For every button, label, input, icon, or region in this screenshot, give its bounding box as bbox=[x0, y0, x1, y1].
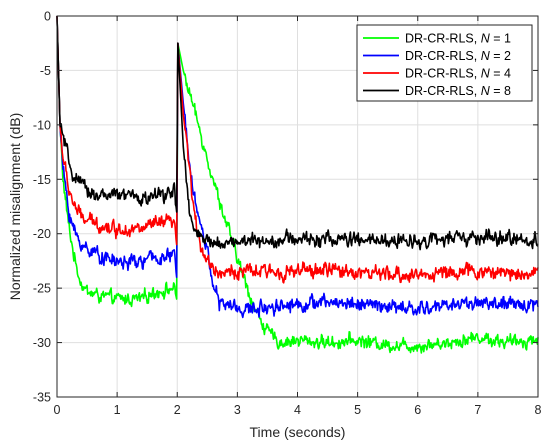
series-line-1 bbox=[56, 15, 539, 354]
x-axis-label: Time (seconds) bbox=[250, 424, 346, 440]
x-tick-label: 4 bbox=[294, 403, 301, 417]
x-tick-label: 3 bbox=[234, 403, 241, 417]
legend-entry-2: DR-CR-RLS, N = 2 bbox=[405, 49, 511, 63]
x-tick-label: 2 bbox=[174, 403, 181, 417]
axis-ticks: 0 1 2 3 4 5 6 7 8 0 -5 -10 -15 -20 -25 -30 -35 bbox=[33, 10, 542, 418]
y-tick-label: -30 bbox=[33, 336, 51, 350]
x-tick-label: 7 bbox=[474, 403, 481, 417]
legend-entry-4: DR-CR-RLS, N = 8 bbox=[405, 84, 511, 98]
legend-entry-3: DR-CR-RLS, N = 4 bbox=[405, 67, 511, 81]
legend-entry-1: DR-CR-RLS, N = 1 bbox=[405, 32, 511, 46]
series-line-4 bbox=[56, 15, 539, 251]
y-tick-label: -35 bbox=[33, 391, 51, 405]
y-tick-label: -5 bbox=[40, 64, 51, 78]
x-tick-label: 8 bbox=[535, 403, 542, 417]
y-tick-label: 0 bbox=[44, 10, 51, 24]
series-line-2 bbox=[56, 15, 539, 319]
y-tick-label: -15 bbox=[33, 173, 51, 187]
y-tick-label: -10 bbox=[33, 118, 51, 132]
x-tick-label: 5 bbox=[354, 403, 361, 417]
series-line-3 bbox=[56, 15, 539, 284]
x-tick-label: 1 bbox=[114, 403, 121, 417]
y-tick-label: -20 bbox=[33, 227, 51, 241]
x-tick-label: 0 bbox=[54, 403, 61, 417]
y-tick-label: -25 bbox=[33, 282, 51, 296]
series-layer bbox=[56, 15, 539, 354]
x-tick-label: 6 bbox=[414, 403, 421, 417]
legend: DR-CR-RLS, N = 1 DR-CR-RLS, N = 2 DR-CR-RL… bbox=[356, 24, 533, 102]
y-axis-label: Normalized misalignment (dB) bbox=[7, 113, 23, 301]
